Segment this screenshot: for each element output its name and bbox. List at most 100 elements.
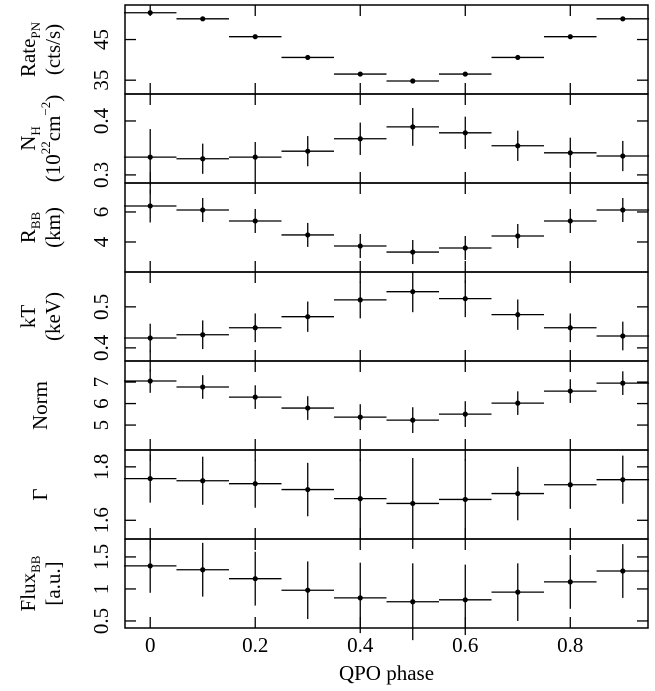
y-axis-label-part: (keV) — [41, 292, 65, 341]
data-point — [200, 16, 206, 22]
data-point — [462, 130, 468, 136]
y-axis-label: NH — [16, 126, 44, 151]
data-point — [147, 475, 153, 482]
y-axis-label: kT — [16, 305, 40, 329]
data-point — [252, 576, 258, 582]
data-point — [410, 124, 416, 130]
y-axis-label-part: 22 — [38, 141, 53, 154]
data-point — [567, 388, 573, 394]
data-point — [252, 481, 258, 487]
data-point — [252, 154, 258, 160]
y-axis-label-part: −2 — [38, 102, 53, 116]
panel-frame — [124, 449, 649, 540]
data-point — [147, 563, 153, 569]
data-point — [515, 54, 521, 61]
data-point — [252, 325, 258, 331]
y-axis-label-part: kT — [16, 305, 40, 329]
y-axis-label-part: R — [16, 229, 40, 243]
y-axis-label-part: [a.u.] — [41, 561, 65, 605]
data-point — [200, 207, 206, 213]
data-point — [515, 490, 521, 497]
panel-frame — [124, 538, 649, 629]
y-tick-label: 1.5 — [89, 544, 113, 570]
data-point — [410, 249, 416, 255]
data-point — [515, 312, 521, 318]
data-point — [200, 384, 206, 390]
data-point — [515, 589, 521, 595]
x-tick-label: 0.6 — [452, 633, 478, 657]
data-point — [357, 595, 363, 601]
data-point — [147, 335, 153, 341]
data-point — [357, 71, 363, 77]
y-tick-label: 1.8 — [89, 454, 113, 480]
data-point — [200, 478, 206, 484]
data-point — [357, 414, 363, 420]
y-tick-label: 0.4 — [89, 107, 113, 134]
y-tick-label: 0.5 — [89, 294, 113, 320]
y-tick-label: 1.6 — [89, 507, 113, 533]
y-tick-label: 4 — [89, 236, 113, 247]
data-point — [252, 394, 258, 400]
y-axis-label-part: BB — [28, 211, 43, 229]
data-point — [252, 34, 258, 40]
data-point — [252, 218, 258, 224]
data-point — [567, 482, 573, 488]
y-axis-label-part: (cts/s) — [41, 24, 65, 75]
y-axis-label-part: (km) — [41, 207, 65, 248]
y-axis-label: (1022cm−2) — [38, 95, 64, 183]
data-point — [462, 496, 468, 503]
y-axis-label: [a.u.] — [41, 561, 65, 605]
data-point — [462, 411, 468, 417]
y-tick-label: 7 — [89, 377, 113, 388]
data-point — [410, 78, 416, 84]
y-tick-label: 35 — [89, 70, 113, 91]
y-axis-label: (keV) — [41, 292, 65, 341]
data-point — [515, 143, 521, 149]
panel-frame — [124, 360, 649, 451]
data-point — [305, 587, 311, 593]
data-point — [410, 289, 416, 295]
data-point — [620, 16, 626, 22]
y-axis-label-part: cm — [41, 116, 65, 142]
data-point — [620, 207, 626, 213]
data-point — [357, 243, 363, 249]
data-point — [620, 568, 626, 574]
data-point — [410, 599, 416, 605]
data-point — [147, 203, 153, 209]
data-point — [305, 148, 311, 154]
y-axis-label-part: Norm — [28, 381, 52, 430]
y-axis-label: (cts/s) — [41, 24, 65, 75]
y-tick-label: 0.5 — [89, 608, 113, 634]
data-point — [567, 579, 573, 585]
y-axis-label: Γ — [28, 488, 52, 500]
y-tick-label: 0.4 — [89, 334, 113, 361]
y-axis-label-part: ) — [41, 95, 65, 102]
data-point — [515, 233, 521, 239]
x-tick-label: 0.4 — [347, 633, 374, 657]
data-point — [305, 405, 311, 411]
y-axis-label-part: Flux — [16, 572, 40, 611]
data-point — [200, 332, 206, 338]
y-axis-label-part: Rate — [16, 39, 40, 77]
data-point — [462, 597, 468, 603]
y-axis-label: (km) — [41, 207, 65, 248]
y-axis-label: FluxBB — [16, 555, 44, 611]
data-point — [620, 477, 626, 483]
data-point — [462, 245, 468, 251]
y-axis-label-part: (10 — [41, 154, 65, 182]
x-tick-label: 0 — [145, 633, 156, 657]
y-axis-label: Norm — [28, 381, 52, 430]
data-point — [567, 150, 573, 156]
data-point — [620, 153, 626, 159]
data-point — [567, 325, 573, 331]
y-axis-label-part: BB — [28, 555, 43, 573]
y-axis-label-part: H — [28, 126, 43, 135]
y-axis-label-part: Γ — [28, 488, 52, 500]
y-axis-label: RBB — [16, 211, 44, 243]
data-point — [305, 314, 311, 320]
y-tick-label: 45 — [89, 29, 113, 50]
data-point — [410, 500, 416, 507]
y-tick-label: 0.3 — [89, 162, 113, 188]
data-point — [357, 297, 363, 303]
